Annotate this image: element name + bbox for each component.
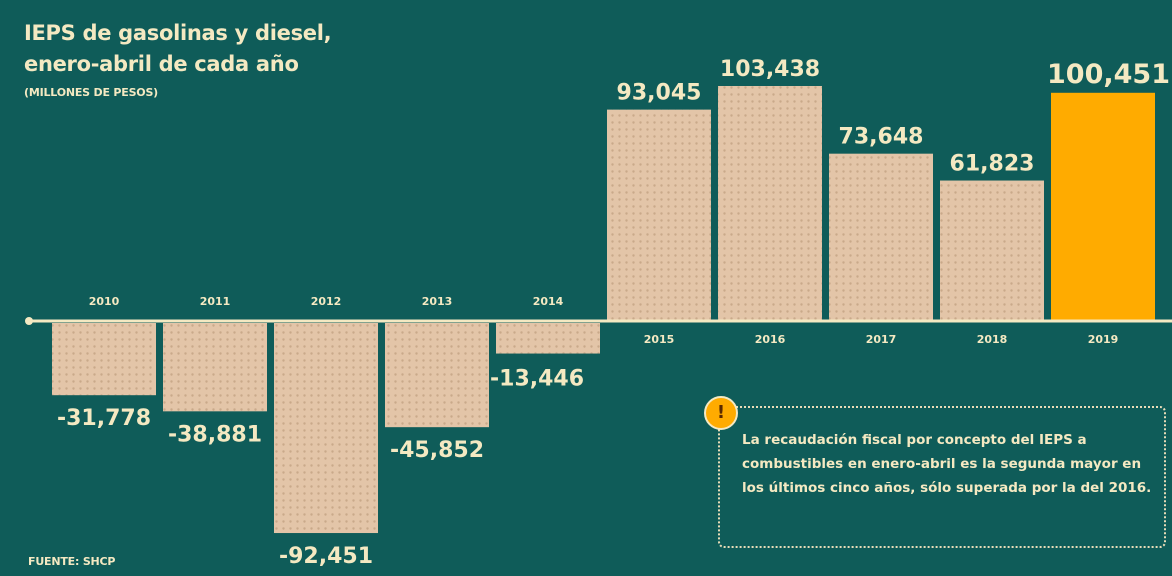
value-label-2011: -38,881 [168,422,262,447]
source-note: FUENTE: SHCP [28,555,116,568]
chart-title-line2: enero-abril de cada año [24,52,299,76]
value-label-2017: 73,648 [839,125,924,150]
tick-label-2016: 2016 [755,333,786,346]
value-label-2015: 93,045 [617,81,702,106]
bar-2016 [718,86,822,321]
chart-units: (MILLONES DE PESOS) [24,86,158,99]
callout-text: La recaudación fiscal por concepto del I… [742,432,1152,496]
bar-2011 [163,323,267,412]
tick-label-2018: 2018 [977,333,1008,346]
value-label-2016: 103,438 [720,57,820,82]
chart-title: IEPS de gasolinas y diesel, [24,21,332,45]
tick-label-2017: 2017 [866,333,897,346]
tick-label-2014: 2014 [533,295,564,308]
alert-icon: ! [704,396,738,430]
bar-2015 [607,109,711,321]
bar-2014 [496,323,600,354]
tick-label-2011: 2011 [200,295,231,308]
tick-label-2012: 2012 [311,295,342,308]
tick-label-2013: 2013 [422,295,453,308]
bar-2019 [1051,92,1155,322]
callout-box: ! La recaudación fiscal por concepto del… [704,396,1166,548]
tick-label-2010: 2010 [89,295,120,308]
value-label-2019: 100,451 [1047,59,1170,90]
value-label-2018: 61,823 [950,152,1035,177]
bar-2013 [385,323,489,428]
chart-title-block: IEPS de gasolinas y diesel, enero-abril … [24,18,332,99]
bar-2012 [274,323,378,534]
axis-start-dot [25,317,33,325]
tick-label-2019: 2019 [1088,333,1119,346]
bar-2017 [829,153,933,321]
value-label-2014: -13,446 [490,367,584,392]
bar-2018 [940,180,1044,321]
value-label-2013: -45,852 [390,438,484,463]
bar-2010 [52,323,156,396]
value-label-2010: -31,778 [57,406,151,431]
value-label-2012: -92,451 [279,544,373,569]
tick-label-2015: 2015 [644,333,675,346]
